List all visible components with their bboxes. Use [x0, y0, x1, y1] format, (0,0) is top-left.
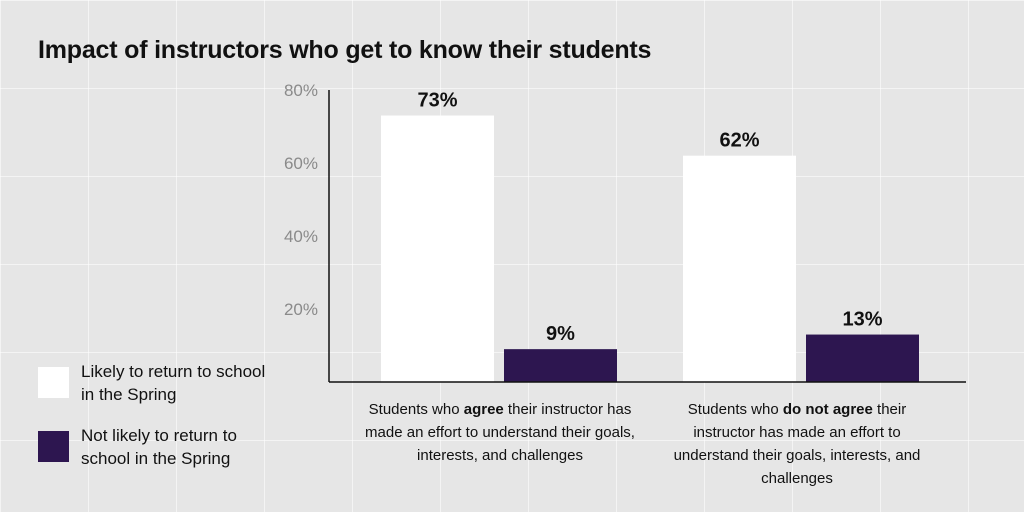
bar-not-likely-do-not-agree — [806, 334, 919, 382]
category-text-pre: Students who — [687, 401, 783, 418]
bar-value-label: 73% — [417, 90, 457, 112]
bar-value-label: 62% — [719, 130, 759, 152]
y-tick-label: 20% — [284, 300, 318, 319]
legend-swatch-likely — [38, 367, 69, 398]
data-labels: 73% 62% 9% 13% — [417, 90, 882, 346]
legend-item-likely: Likely to return to school in the Spring — [38, 360, 281, 406]
bar-likely-do-not-agree — [683, 155, 796, 382]
chart-title: Impact of instructors who get to know th… — [38, 36, 652, 64]
category-label-agree: Students who agree their instructor has … — [365, 398, 635, 467]
legend-swatch-not-likely — [38, 431, 69, 462]
bar-not-likely-agree — [504, 349, 617, 382]
category-text-post: their instructor has made an effort to u… — [673, 401, 921, 487]
category-text-bold: do not agree — [782, 401, 873, 418]
y-tick-label: 80% — [284, 81, 318, 100]
y-axis-ticks: 20% 40% 60% 80% — [284, 81, 318, 319]
category-text-post: their instructor has made an effort to u… — [365, 401, 635, 464]
bar-value-label: 9% — [546, 323, 575, 345]
bar-likely-agree — [381, 115, 494, 383]
bar-value-label: 13% — [842, 309, 882, 331]
category-label-do-not-agree: Students who do not agree their instruct… — [662, 398, 932, 490]
legend-label-likely: Likely to return to school in the Spring — [81, 362, 266, 404]
category-text-bold: agree — [463, 401, 504, 418]
y-tick-label: 40% — [284, 227, 318, 246]
legend-item-not-likely: Not likely to return to school in the Sp… — [38, 424, 281, 470]
y-tick-label: 60% — [284, 154, 318, 173]
legend: Likely to return to school in the Spring… — [38, 360, 281, 488]
category-text-pre: Students who — [368, 401, 464, 418]
bars — [381, 115, 919, 383]
legend-label-not-likely: Not likely to return to school in the Sp… — [81, 426, 237, 468]
